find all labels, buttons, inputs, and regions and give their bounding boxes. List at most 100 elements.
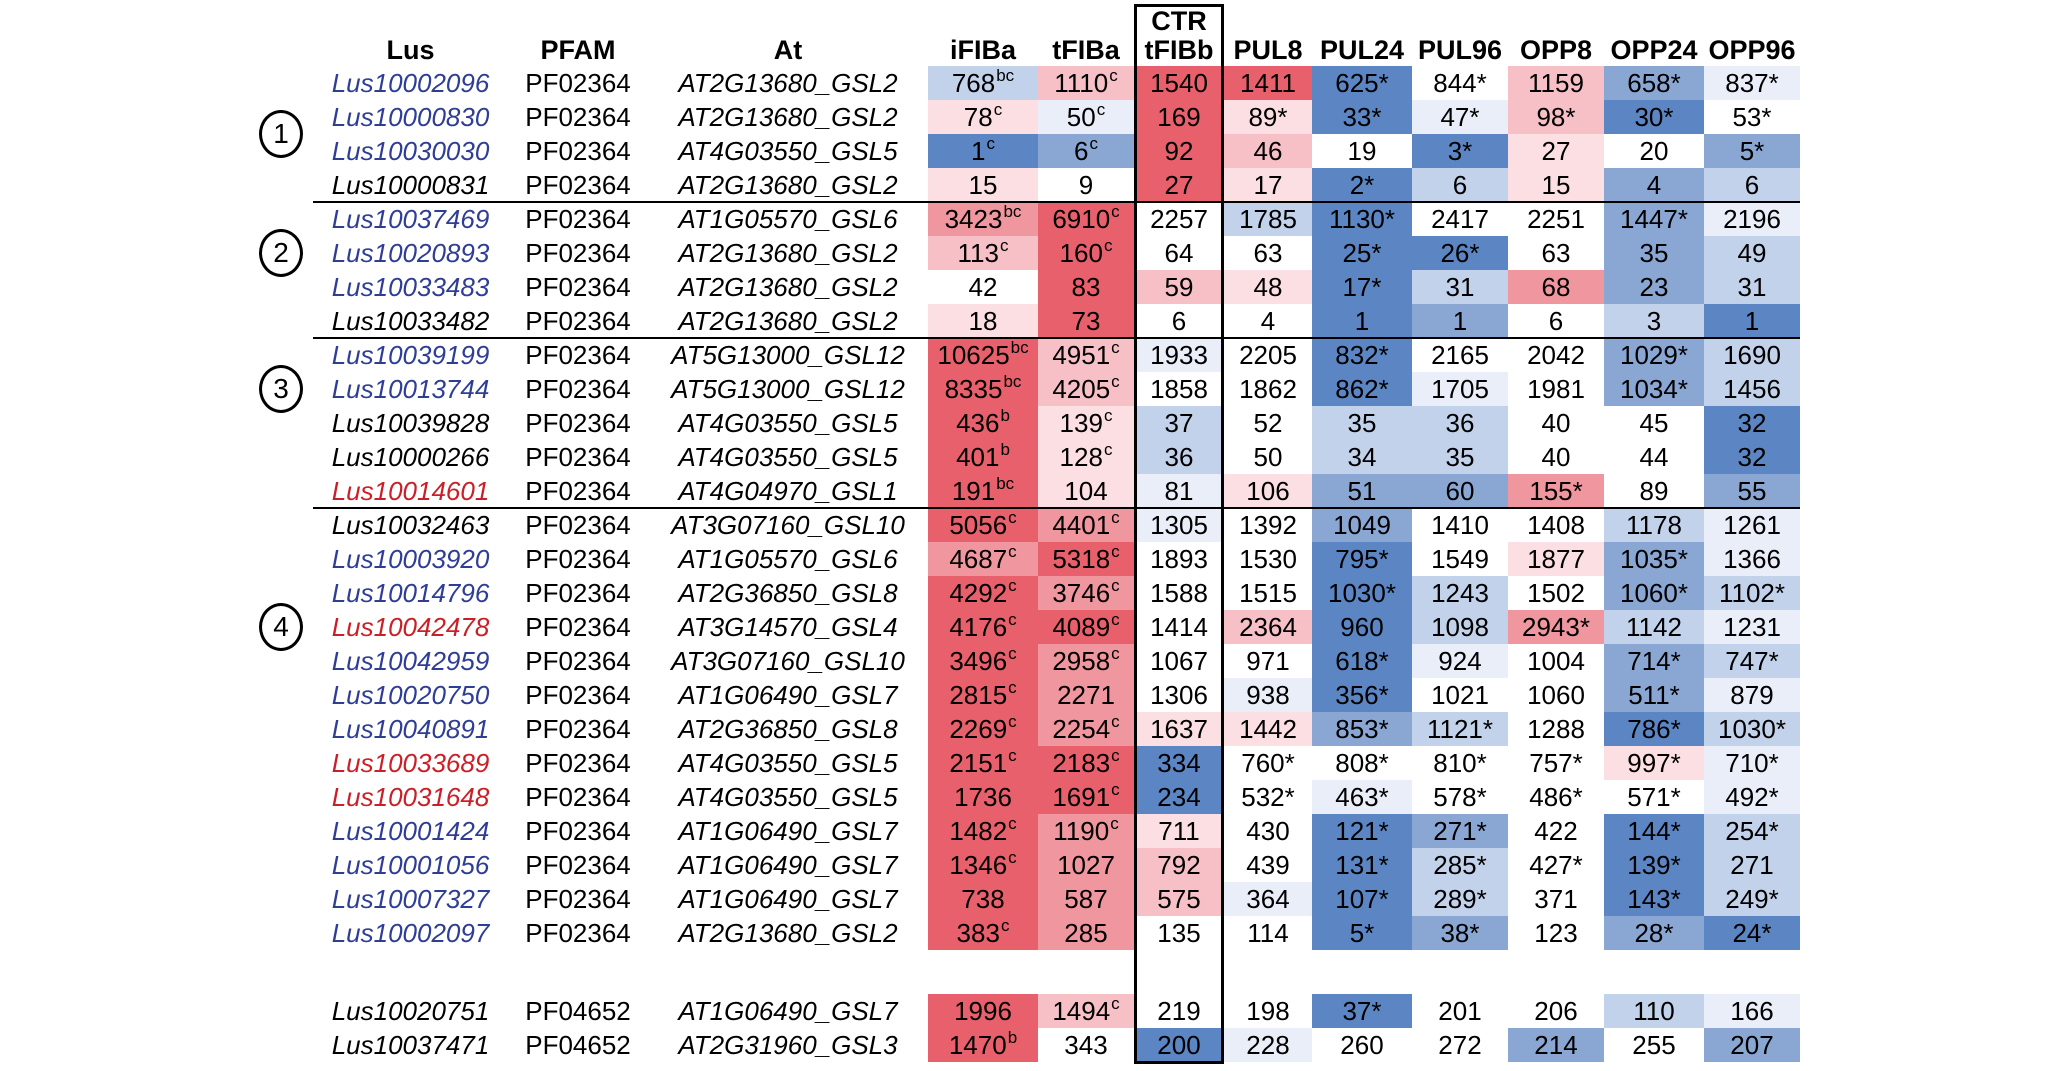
value-text: 844* (1433, 67, 1487, 98)
value-text: 128 (1059, 441, 1103, 472)
value-text: 249* (1725, 883, 1779, 914)
value-cell: 18 (928, 304, 1038, 338)
value-text: 1261 (1723, 509, 1781, 540)
table-row: Lus10002097 PF02364 AT2G13680_GSL2 383 c 285 1… (251, 916, 1800, 950)
value-text: 60 (1445, 475, 1475, 506)
value-text: 1231 (1723, 611, 1781, 642)
value-text: 1306 (1150, 679, 1208, 710)
value-cell: 3423 bc (928, 202, 1038, 236)
value-cell: 114 (1224, 916, 1312, 950)
value-cell: 810* (1412, 746, 1508, 780)
value-cell: 938 (1224, 678, 1312, 712)
value-cell: 37 (1134, 406, 1224, 440)
value-text: 289* (1433, 883, 1487, 914)
col-header-opp8: OPP8 (1508, 34, 1604, 66)
value-text: 1705 (1431, 373, 1489, 404)
table-row: Lus10042478 PF02364 AT3G14570_GSL4 4176 c 408… (251, 610, 1800, 644)
col-header-pul96: PUL96 (1412, 35, 1508, 66)
row-marker-spacer (251, 814, 313, 848)
value-cell: 427* (1508, 848, 1604, 882)
table-row: Lus10039828 PF02364 AT4G03550_GSL5 436 b 139 c… (251, 406, 1800, 440)
value-text: 121* (1335, 815, 1389, 846)
value-cell: 578* (1412, 780, 1508, 814)
table-row: Lus10020893 PF02364 AT2G13680_GSL2 113 c 160 c… (251, 236, 1800, 270)
value-text: 1502 (1527, 577, 1585, 608)
at-id: AT4G04970_GSL1 (678, 475, 898, 506)
value-text: 578* (1433, 781, 1487, 812)
pfam-id: PF02364 (525, 849, 631, 880)
value-cell: 3* (1412, 134, 1508, 168)
table-row: Lus10033482 PF02364 AT2G13680_GSL2 18 73 6 4 1 1… (251, 304, 1800, 338)
pfam-id: PF02364 (525, 67, 631, 98)
at-id: AT3G14570_GSL4 (678, 611, 898, 642)
table-row: Lus10000831 PF02364 AT2G13680_GSL2 15 9 27 17 2… (251, 168, 1800, 202)
value-text: 1414 (1150, 611, 1208, 642)
value-text: 59 (1164, 271, 1194, 302)
value-text: 2815 (949, 679, 1008, 710)
value-cell: 28* (1604, 916, 1704, 950)
value-text: 17 (1253, 169, 1283, 200)
value-text: 255 (1632, 1029, 1676, 1060)
at-id: AT4G03550_GSL5 (678, 407, 898, 438)
row-marker-spacer (251, 994, 313, 1028)
value-text: 1482 (949, 815, 1008, 846)
value-cell: 31 (1412, 270, 1508, 304)
value-cell: 52 (1224, 406, 1312, 440)
value-text: 1102* (1718, 577, 1786, 608)
value-superscript: c (1111, 746, 1120, 765)
header-col-header-lus: Lus (313, 35, 508, 66)
value-text: 46 (1253, 135, 1283, 166)
value-cell: 3 (1604, 304, 1704, 338)
value-text: 1030* (1718, 713, 1786, 744)
value-cell: 1346 c (928, 848, 1038, 882)
pfam-id: PF02364 (525, 679, 631, 710)
value-text: 436 (956, 407, 1000, 438)
value-cell: 1637 (1134, 712, 1224, 746)
value-cell: 1305 (1134, 508, 1224, 542)
value-cell: 1530 (1224, 542, 1312, 576)
value-text: 34 (1347, 441, 1377, 472)
value-cell: 92 (1134, 134, 1224, 168)
value-text: 32 (1737, 441, 1767, 472)
value-cell: 15 (1508, 168, 1604, 202)
value-cell: 272 (1412, 1028, 1508, 1062)
value-text: 1408 (1527, 509, 1585, 540)
value-text: 1029* (1620, 339, 1688, 370)
gene-id: Lus10020893 (331, 237, 490, 268)
value-cell: 3496 c (928, 644, 1038, 678)
value-cell: 658* (1604, 66, 1704, 100)
value-text: 1004 (1527, 645, 1585, 676)
value-text: 104 (1064, 475, 1108, 506)
value-text: 28* (1634, 917, 1674, 948)
pfam-id: PF02364 (525, 169, 631, 200)
value-superscript: c (1008, 644, 1017, 663)
gene-id: Lus10007327 (331, 883, 490, 914)
value-cell: 106 (1224, 474, 1312, 508)
value-text: 575 (1157, 883, 1201, 914)
value-text: 83 (1071, 271, 1101, 302)
value-cell: 532* (1224, 780, 1312, 814)
value-cell: 1392 (1224, 508, 1312, 542)
value-cell: 44 (1604, 440, 1704, 474)
value-cell: 1190 c (1038, 814, 1134, 848)
value-text: 1785 (1239, 203, 1297, 234)
at-id: AT2G31960_GSL3 (678, 1029, 898, 1060)
value-text: 2254 (1052, 713, 1111, 744)
col-header-label: OPP8 (1519, 34, 1593, 65)
value-text: 31 (1737, 271, 1767, 302)
value-text: 747* (1725, 645, 1779, 676)
value-text: 35 (1347, 407, 1377, 438)
value-text: 201 (1438, 995, 1482, 1026)
value-cell: 219 (1134, 994, 1224, 1028)
col-header-tfiba: tFIBa (1038, 35, 1134, 66)
value-cell: 2269 c (928, 712, 1038, 746)
value-cell: 135 (1134, 916, 1224, 950)
value-text: 206 (1534, 995, 1578, 1026)
value-cell: 853* (1312, 712, 1412, 746)
value-cell: 1121* (1412, 712, 1508, 746)
value-cell: 2271 (1038, 678, 1134, 712)
value-text: 64 (1164, 237, 1194, 268)
value-text: 1190 (1053, 815, 1110, 846)
at-id: AT2G13680_GSL2 (678, 271, 898, 302)
value-text: 1456 (1723, 373, 1781, 404)
